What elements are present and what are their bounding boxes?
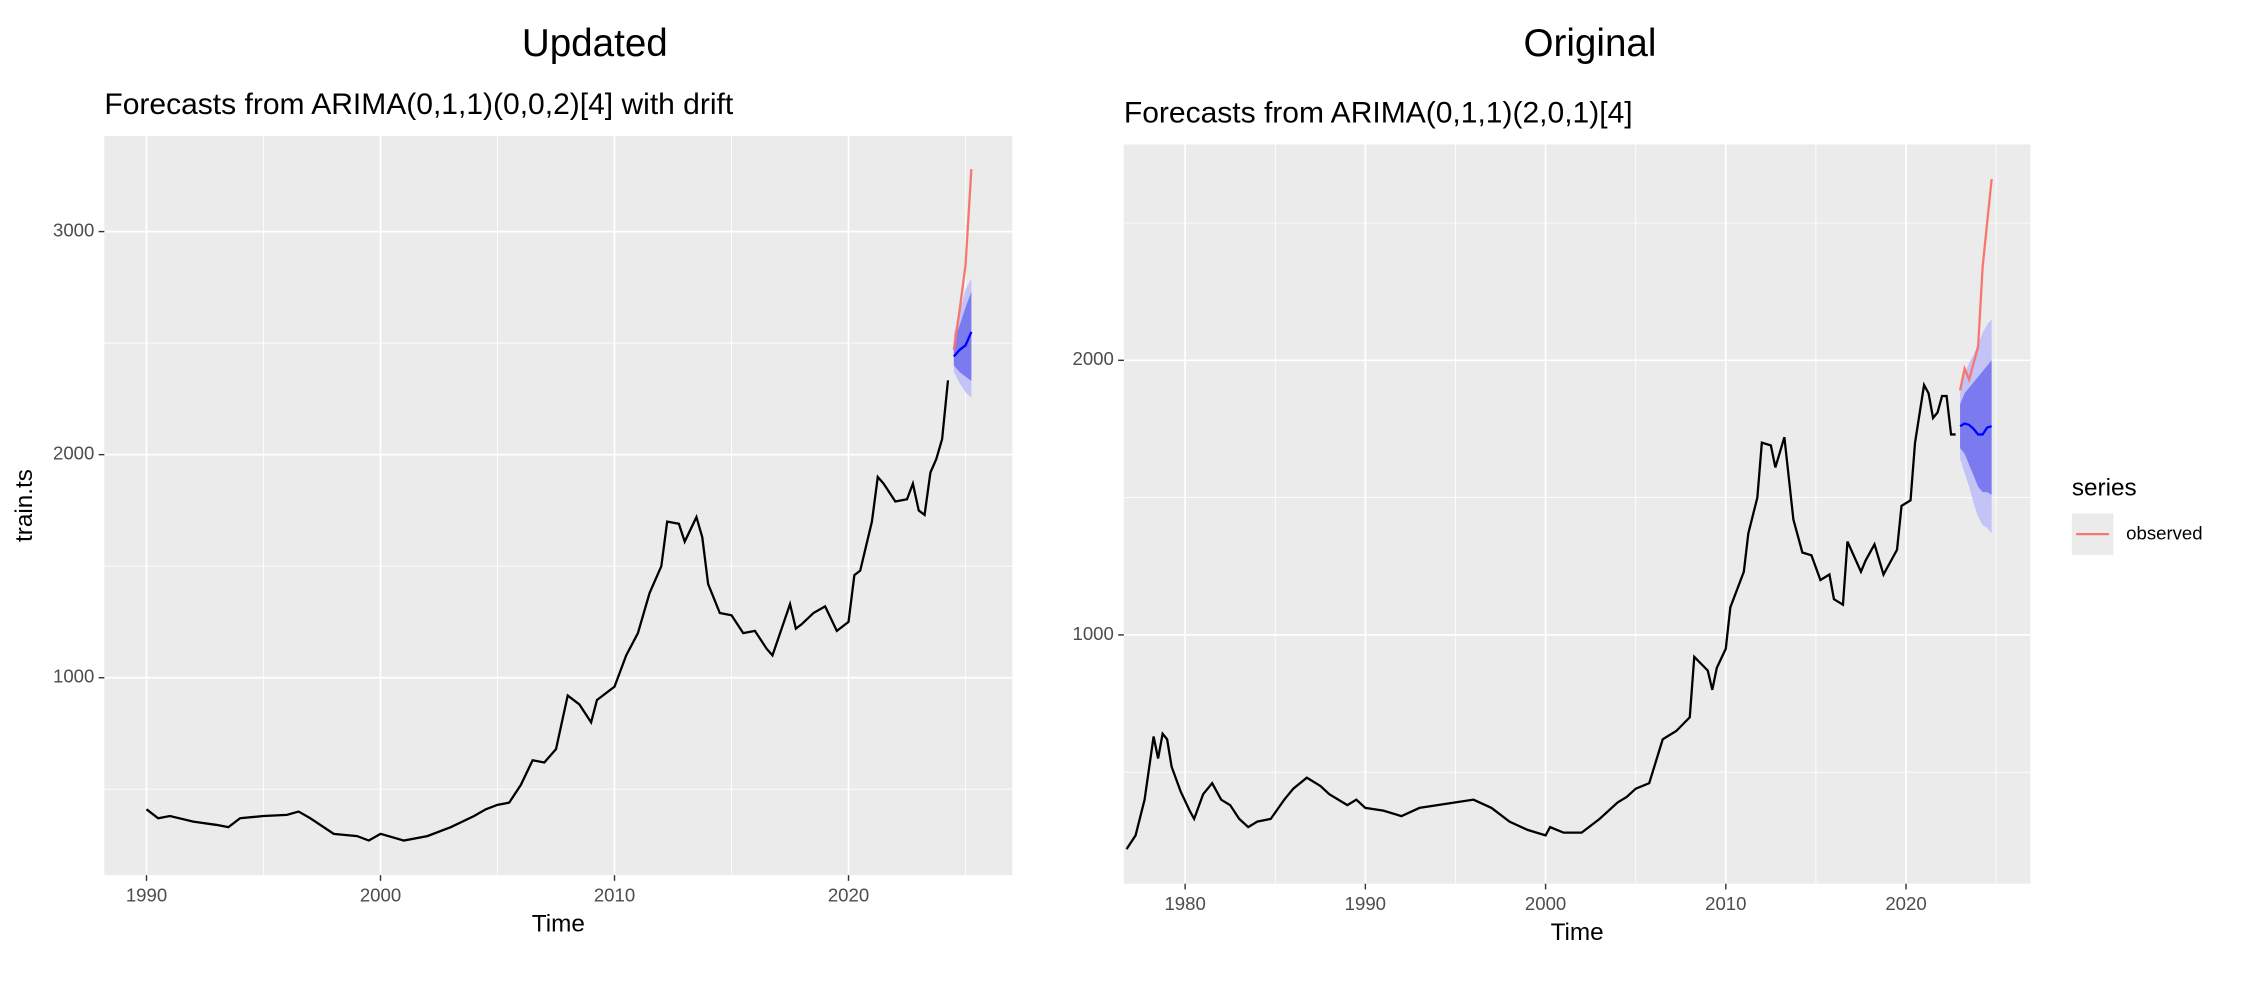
x-tick-label: 2010 <box>594 884 635 905</box>
interval-band <box>953 291 972 382</box>
plot-panel <box>104 135 1013 876</box>
y-tick-label: 2000 <box>53 443 94 464</box>
y-tick-label: 2000 <box>1073 348 1114 369</box>
x-tick-label: 1980 <box>1164 893 1205 914</box>
y-axis-label: train.ts <box>11 469 38 542</box>
x-tick-label: 2000 <box>360 884 401 905</box>
x-tick-label: 2010 <box>1705 893 1746 914</box>
chart-subtitle: Forecasts from ARIMA(0,1,1)(2,0,1)[4] <box>1124 96 1633 129</box>
x-tick-label: 2020 <box>1885 893 1926 914</box>
chart-title: Updated <box>522 22 668 65</box>
chart-subtitle: Forecasts from ARIMA(0,1,1)(0,0,2)[4] wi… <box>104 88 734 121</box>
interval-band <box>1960 360 1992 495</box>
chart-title: Original <box>1523 22 1656 65</box>
x-axis-label: Time <box>1551 919 1604 946</box>
legend-label: observed <box>2126 523 2202 544</box>
y-tick-label: 1000 <box>53 666 94 687</box>
series-line <box>1125 381 1956 850</box>
series-line <box>952 331 973 358</box>
x-axis-label: Time <box>532 911 585 938</box>
y-tick-label: 1000 <box>1073 623 1114 644</box>
y-tick-label: 3000 <box>53 219 94 240</box>
x-tick-label: 1990 <box>126 884 167 905</box>
plot-panel <box>1123 144 2031 884</box>
x-tick-label: 2000 <box>1525 893 1566 914</box>
x-tick-label: 1990 <box>1345 893 1386 914</box>
series-line <box>1958 178 1993 391</box>
series-line <box>145 380 950 842</box>
x-tick-label: 2020 <box>828 884 869 905</box>
legend-title: series <box>2072 474 2137 501</box>
series-line <box>952 169 973 350</box>
series-line <box>1959 422 1992 436</box>
